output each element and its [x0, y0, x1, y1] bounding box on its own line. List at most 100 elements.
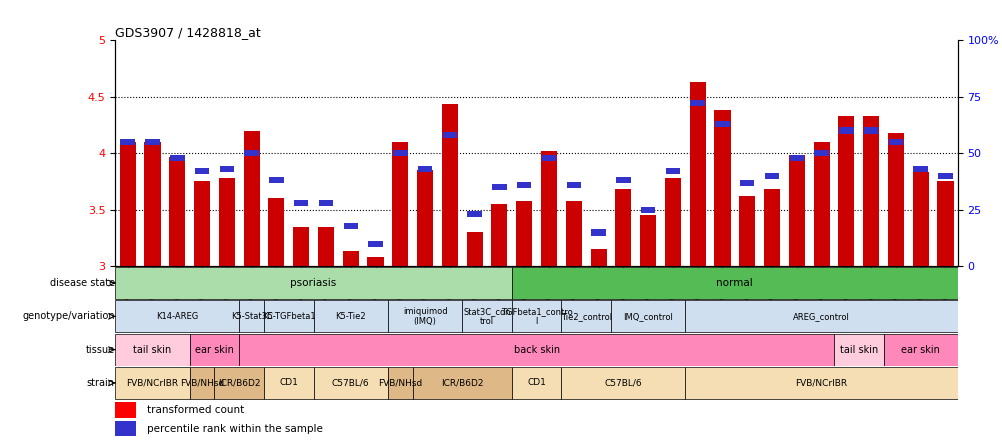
Text: ICR/B6D2: ICR/B6D2 — [441, 378, 483, 388]
Bar — [462, 301, 511, 332]
Text: tail skin: tail skin — [133, 345, 171, 355]
Bar — [264, 367, 314, 399]
Text: CD1: CD1 — [280, 378, 298, 388]
Bar — [294, 200, 309, 206]
Bar — [833, 334, 883, 366]
Bar — [813, 142, 829, 266]
Bar — [565, 201, 581, 266]
Text: genotype/variation: genotype/variation — [22, 311, 115, 321]
Bar — [442, 132, 457, 138]
Bar — [412, 367, 511, 399]
Bar — [913, 166, 927, 172]
Bar — [516, 182, 531, 188]
Bar — [887, 133, 903, 266]
Text: C57BL/6: C57BL/6 — [332, 378, 369, 388]
Bar — [194, 168, 209, 174]
Bar — [516, 201, 532, 266]
Bar — [814, 150, 828, 156]
Bar — [511, 267, 957, 299]
Bar — [219, 166, 233, 172]
Text: C57BL/6: C57BL/6 — [604, 378, 641, 388]
Bar — [243, 131, 260, 266]
Bar — [314, 301, 388, 332]
Bar — [591, 229, 605, 236]
Bar — [115, 421, 136, 436]
Bar — [244, 150, 259, 156]
Bar — [169, 157, 185, 266]
Bar — [417, 170, 433, 266]
Bar — [561, 367, 684, 399]
Text: normal: normal — [715, 278, 753, 288]
Bar — [684, 367, 957, 399]
Bar — [614, 190, 631, 266]
Bar — [293, 227, 309, 266]
Bar — [367, 258, 383, 266]
Bar — [639, 215, 655, 266]
Bar — [511, 367, 561, 399]
Text: FVB/NHsd: FVB/NHsd — [179, 378, 224, 388]
Bar — [418, 166, 432, 172]
Bar — [314, 367, 388, 399]
Bar — [684, 301, 957, 332]
Text: psoriasis: psoriasis — [291, 278, 337, 288]
Bar — [937, 173, 952, 179]
Bar — [838, 116, 854, 266]
Text: percentile rank within the sample: percentile rank within the sample — [147, 424, 323, 434]
Bar — [115, 301, 239, 332]
Bar — [343, 222, 358, 229]
Bar — [467, 211, 481, 218]
Bar — [714, 121, 729, 127]
Text: tissue: tissue — [85, 345, 115, 355]
Bar — [264, 301, 314, 332]
Bar — [540, 151, 556, 266]
Bar — [689, 100, 704, 107]
Bar — [441, 104, 458, 266]
Text: back skin: back skin — [513, 345, 559, 355]
Bar — [912, 172, 928, 266]
Bar — [119, 142, 135, 266]
Bar — [738, 196, 755, 266]
Bar — [120, 139, 135, 145]
Bar — [388, 367, 412, 399]
Text: K14-AREG: K14-AREG — [156, 312, 198, 321]
Text: imiquimod
(IMQ): imiquimod (IMQ) — [403, 307, 447, 326]
Bar — [764, 173, 779, 179]
Bar — [883, 334, 957, 366]
Bar — [343, 250, 359, 266]
Bar — [764, 190, 780, 266]
Text: strain: strain — [87, 378, 115, 388]
Bar — [492, 184, 506, 190]
Bar — [189, 334, 239, 366]
Text: K5-Tie2: K5-Tie2 — [335, 312, 366, 321]
Bar — [115, 334, 189, 366]
Bar — [319, 200, 333, 206]
Text: tail skin: tail skin — [839, 345, 877, 355]
Bar — [388, 301, 462, 332]
Bar — [115, 402, 136, 417]
Text: FVB/NHsd: FVB/NHsd — [378, 378, 422, 388]
Bar — [368, 241, 383, 247]
Text: GDS3907 / 1428818_at: GDS3907 / 1428818_at — [115, 26, 261, 39]
Bar — [145, 139, 159, 145]
Text: K5-TGFbeta1: K5-TGFbeta1 — [262, 312, 316, 321]
Bar — [713, 110, 729, 266]
Bar — [665, 168, 679, 174]
Bar — [839, 127, 853, 134]
Text: AREG_control: AREG_control — [793, 312, 849, 321]
Text: Tie2_control: Tie2_control — [560, 312, 611, 321]
Bar — [170, 155, 184, 161]
Text: Stat3C_con
trol: Stat3C_con trol — [463, 307, 510, 326]
Bar — [862, 116, 879, 266]
Bar — [214, 367, 264, 399]
Bar — [788, 155, 804, 266]
Bar — [541, 155, 556, 161]
Text: ear skin: ear skin — [194, 345, 233, 355]
Bar — [511, 301, 561, 332]
Bar — [566, 182, 580, 188]
Bar — [689, 82, 705, 266]
Bar — [615, 177, 630, 183]
Bar — [239, 334, 833, 366]
Text: FVB/NCrIBR: FVB/NCrIBR — [795, 378, 847, 388]
Text: CD1: CD1 — [527, 378, 545, 388]
Bar — [115, 367, 189, 399]
